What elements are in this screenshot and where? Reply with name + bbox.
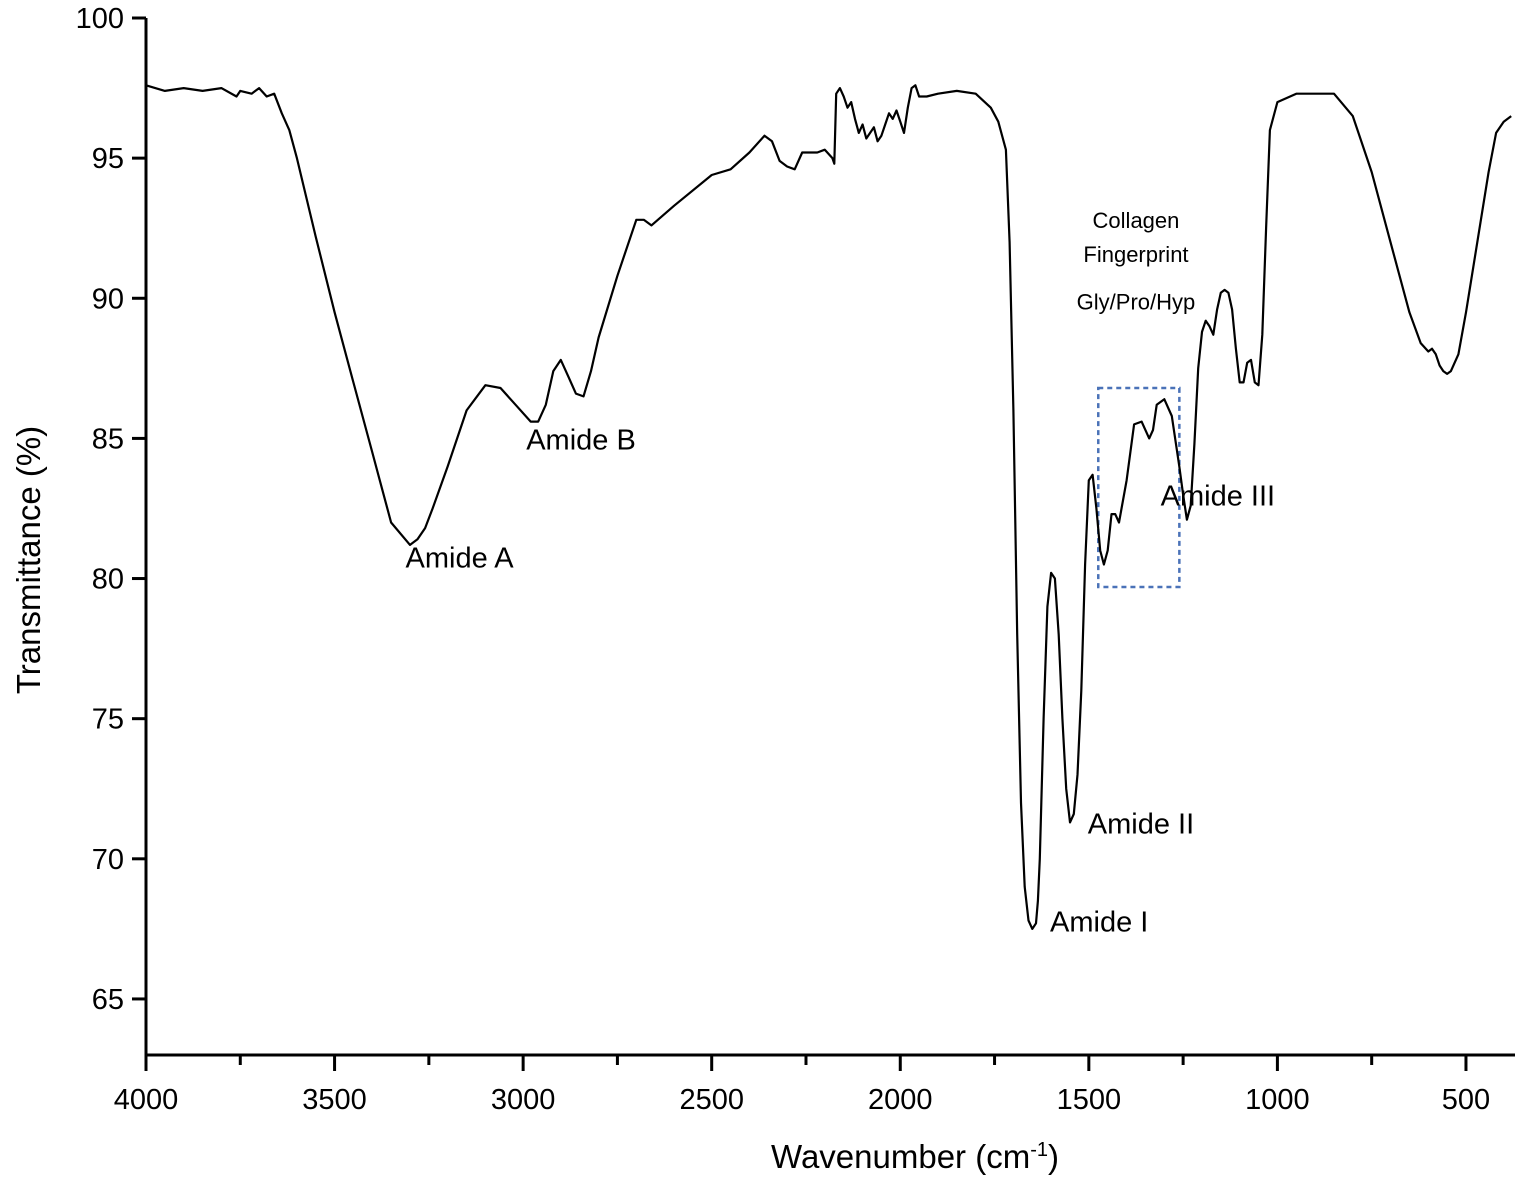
annotation-label: Amide A <box>406 542 515 574</box>
annotation-label: Amide III <box>1161 481 1275 513</box>
annotation-label: Amide I <box>1050 907 1148 939</box>
x-tick-label: 2500 <box>679 1084 744 1116</box>
axes <box>144 18 1515 1057</box>
spectrum-line <box>145 84 1512 930</box>
x-tick-label: 3000 <box>491 1084 556 1116</box>
y-tick-label: 70 <box>92 844 124 876</box>
plot-area <box>145 84 1512 930</box>
x-tick-label: 3500 <box>302 1084 367 1116</box>
annotation-label: Amide II <box>1088 809 1194 841</box>
x-tick-label: 4000 <box>114 1084 179 1116</box>
y-tick-label: 100 <box>76 3 124 35</box>
x-axis-title-main: Wavenumber (cm <box>771 1138 1030 1175</box>
y-tick-label: 75 <box>92 704 124 736</box>
y-tick-label: 90 <box>92 283 124 315</box>
x-tick-label: 2000 <box>868 1084 933 1116</box>
x-axis-title-sup: -1 <box>1030 1139 1048 1161</box>
y-tick-label: 65 <box>92 984 124 1016</box>
ticks: 65 70 75 80 85 90 95 100 4000 3500 3000 2500 2000 150… <box>76 3 1491 1116</box>
y-tick-label: 95 <box>92 143 124 175</box>
x-tick-label: 1500 <box>1057 1084 1122 1116</box>
y-axis-title: Transmittance (%) <box>10 426 47 694</box>
y-tick-label: 85 <box>92 423 124 455</box>
annotation-label: Amide B <box>526 425 636 457</box>
annotation-label: Fingerprint <box>1083 242 1188 267</box>
annotations: Amide A Amide B Amide I Amide II Amide III Co… <box>406 208 1276 938</box>
x-tick-label: 1000 <box>1245 1084 1310 1116</box>
x-axis-title: Wavenumber (cm-1) <box>771 1138 1059 1175</box>
annotation-label: Gly/Pro/Hyp <box>1077 289 1196 314</box>
annotation-label: Collagen <box>1093 208 1180 233</box>
fingerprint-highlight-box <box>1097 386 1181 589</box>
y-tick-label: 80 <box>92 564 124 596</box>
x-tick-label: 500 <box>1442 1084 1490 1116</box>
x-axis-title-close: ) <box>1048 1138 1059 1175</box>
